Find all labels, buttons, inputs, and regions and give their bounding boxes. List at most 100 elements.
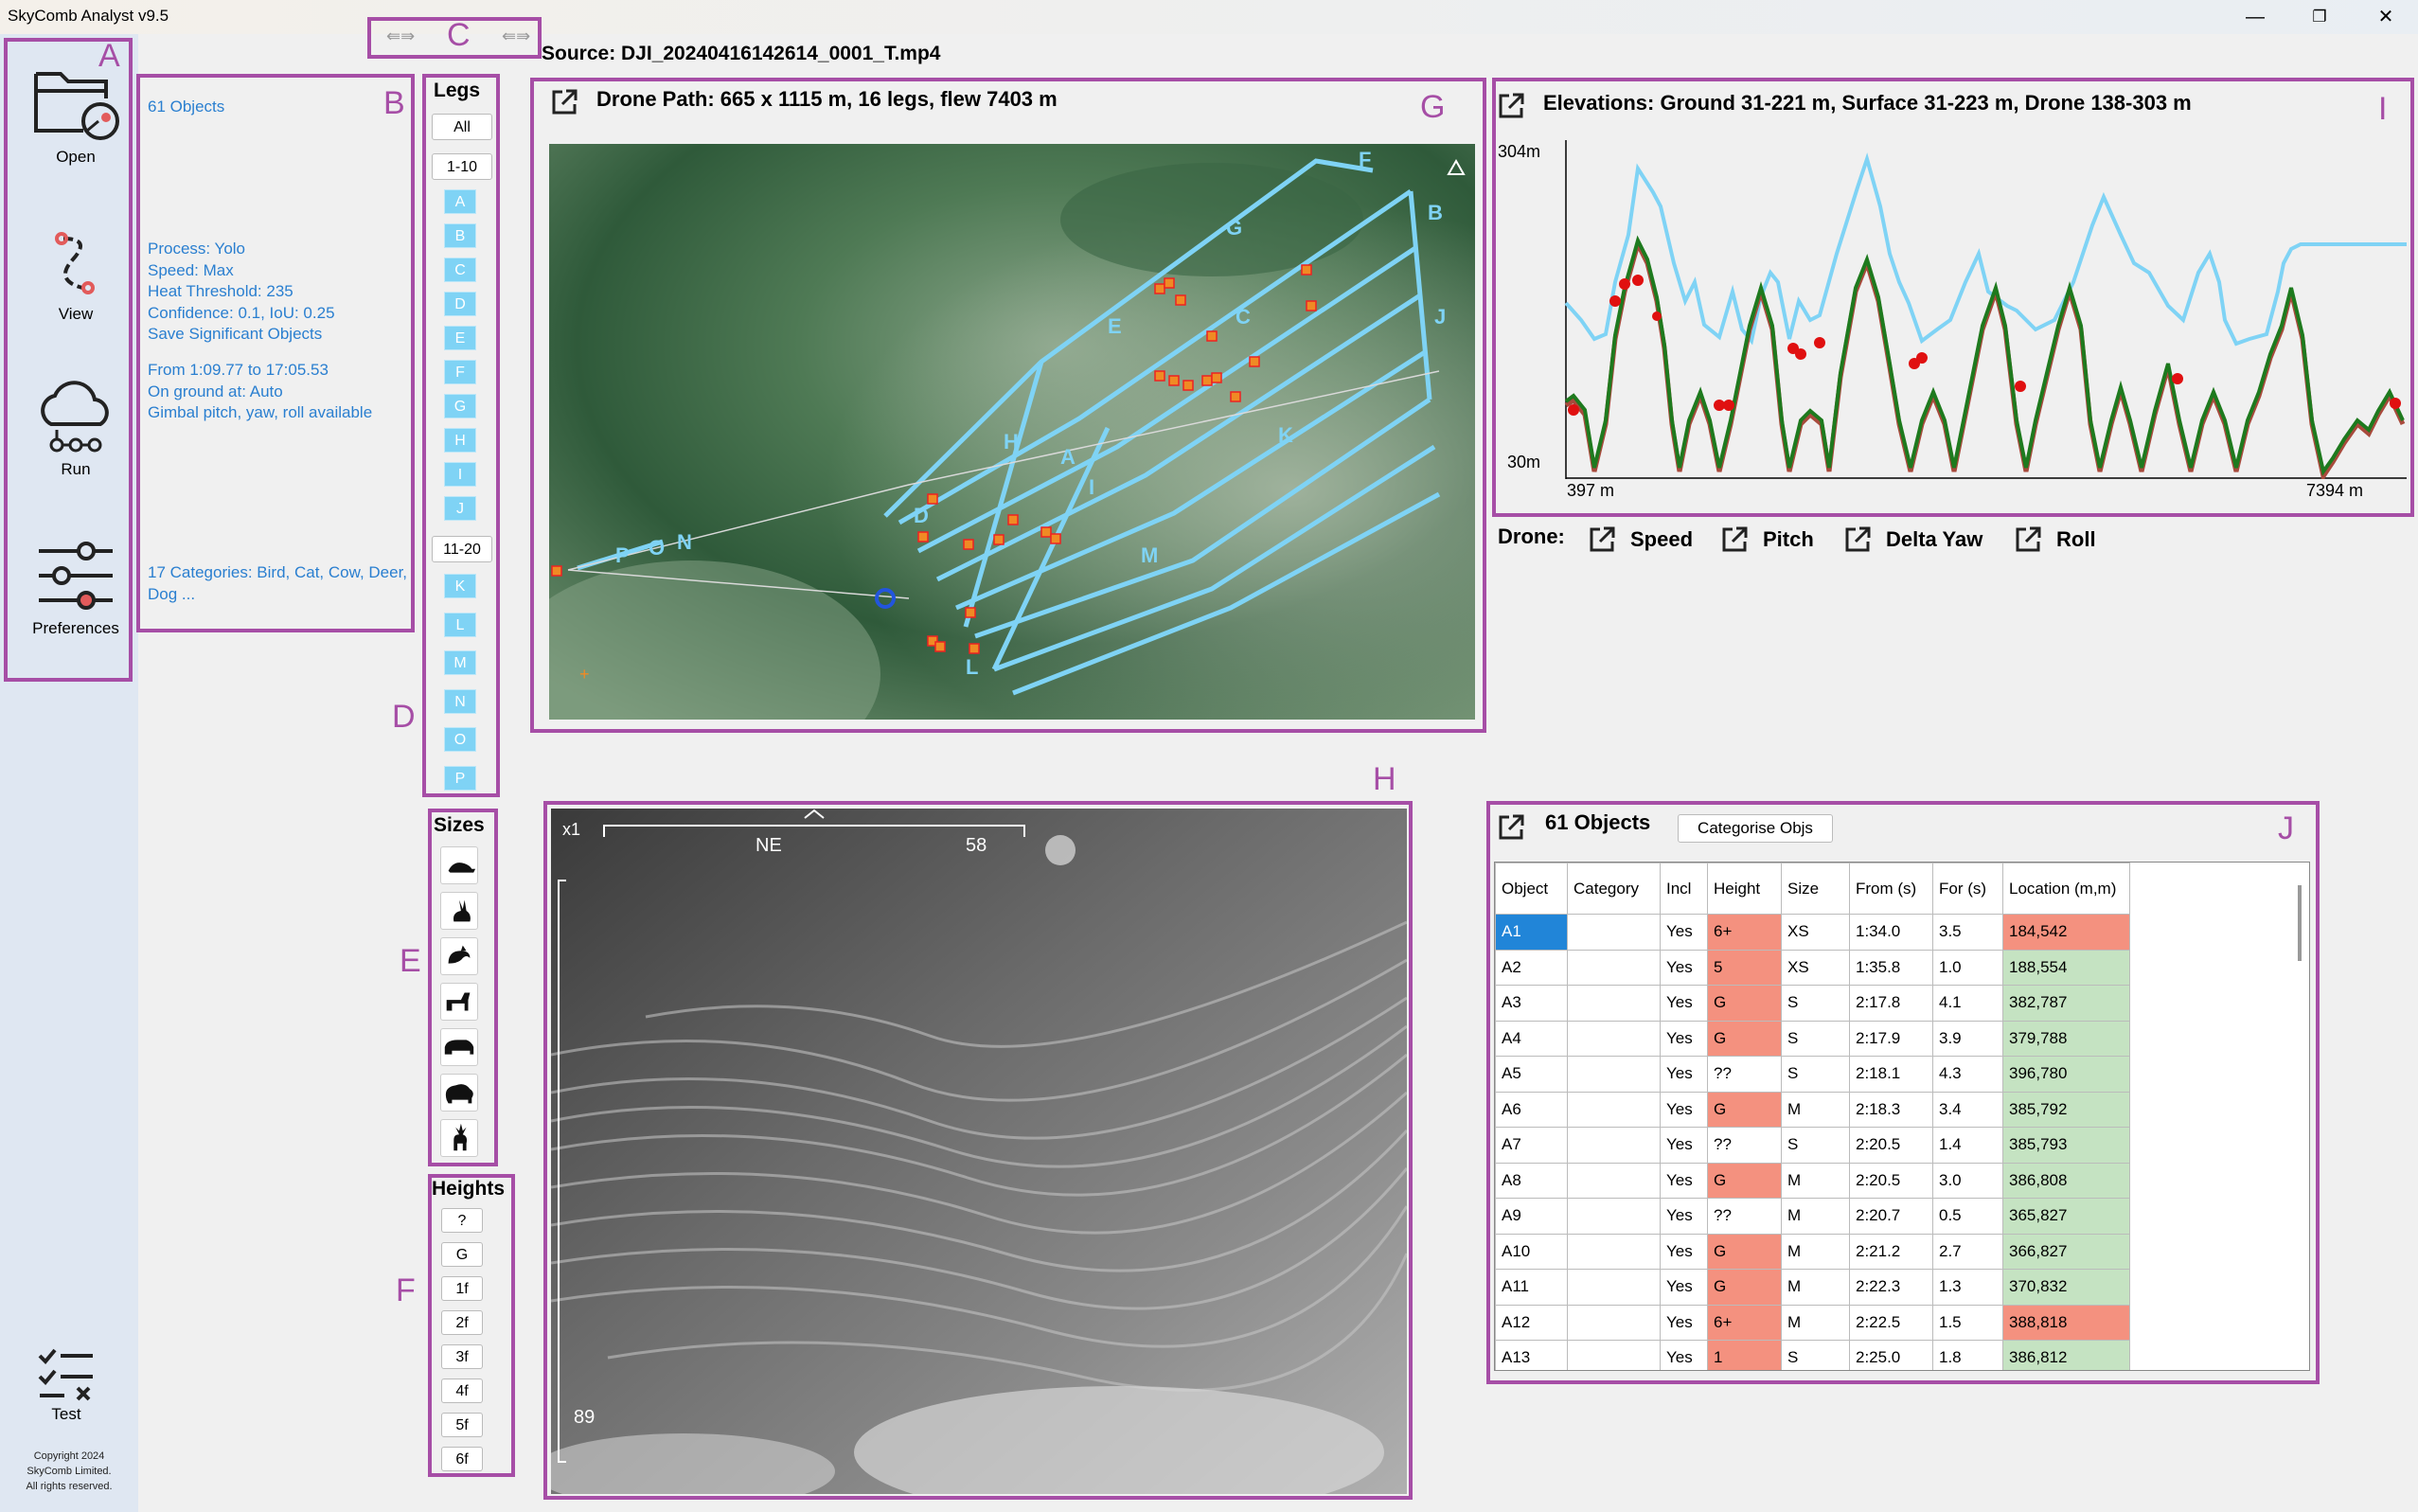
leg-label: N (677, 530, 692, 554)
leg-button-c[interactable]: C (444, 258, 476, 282)
drone-path-map[interactable]: F G B E C A H I K D M P O N J L + (549, 144, 1475, 720)
leg-button-h[interactable]: H (444, 428, 476, 453)
annotation-box-f (428, 1174, 515, 1477)
column-header[interactable]: From (s) (1849, 863, 1933, 915)
drone-chart-pitch-button[interactable]: Pitch (1719, 525, 1814, 555)
external-link-icon (1722, 526, 1748, 552)
test-button[interactable]: Test (0, 1344, 133, 1424)
table-row[interactable]: A9 Yes?? M 2:20.7 0.5 365,827 (1495, 1198, 2130, 1235)
external-link-icon[interactable] (549, 87, 579, 117)
external-link-icon[interactable] (1496, 812, 1526, 843)
table-cell: Yes (1660, 1340, 1708, 1370)
legs-all-button[interactable]: All (432, 114, 492, 140)
splitter-handle-left[interactable]: ⇚⇛ (386, 27, 416, 45)
leg-button-i[interactable]: I (444, 462, 476, 487)
elevation-y-bottom: 30m (1507, 453, 1541, 471)
minimize-button[interactable]: — (2246, 7, 2265, 27)
elevation-chart[interactable] (1562, 140, 2407, 479)
size-button-sheep[interactable] (440, 1074, 478, 1112)
table-cell: 4.1 (1932, 985, 2003, 1022)
column-header[interactable]: Size (1781, 863, 1850, 915)
height-button-6f[interactable]: 6f (441, 1447, 483, 1471)
table-row[interactable]: A7 Yes?? S 2:20.5 1.4 385,793 (1495, 1127, 2130, 1164)
objects-table: Object Category Incl Height Size From (s) For … (1495, 863, 2130, 1370)
table-cell: 1.0 (1932, 949, 2003, 986)
table-row[interactable]: A1 Yes 6+ XS 1:34.0 3.5 184,542 (1495, 914, 2130, 951)
tag-j: J (2278, 810, 2294, 846)
table-row[interactable]: A10 Yes G M 2:21.2 2.7 366,827 (1495, 1233, 2130, 1270)
leg-button-m[interactable]: M (444, 650, 476, 675)
size-button-deer[interactable] (440, 1119, 478, 1157)
table-scrollbar[interactable] (2298, 885, 2302, 961)
height-button-unknown[interactable]: ? (441, 1208, 483, 1233)
column-header[interactable]: Object (1495, 863, 1568, 915)
drone-chart-delta-yaw-button[interactable]: Delta Yaw (1842, 525, 1982, 555)
height-button-4f[interactable]: 4f (441, 1379, 483, 1403)
table-row[interactable]: A11 Yes G M 2:22.3 1.3 370,832 (1495, 1269, 2130, 1306)
height-button-2f[interactable]: 2f (441, 1310, 483, 1335)
column-header[interactable]: Incl (1660, 863, 1708, 915)
table-row[interactable]: A6 Yes G M 2:18.3 3.4 385,792 (1495, 1091, 2130, 1128)
height-button-3f[interactable]: 3f (441, 1344, 483, 1369)
legs-11-20-button[interactable]: 11-20 (432, 536, 492, 562)
categorise-objs-button[interactable]: Categorise Objs (1678, 814, 1833, 843)
elevations-title: Elevations: Ground 31-221 m, Surface 31-… (1543, 91, 2192, 115)
run-button[interactable]: Run (9, 381, 142, 479)
size-button-rabbit[interactable] (440, 892, 478, 930)
column-header[interactable]: Category (1567, 863, 1661, 915)
table-row[interactable]: A12 Yes 6+ M 2:22.5 1.5 388,818 (1495, 1304, 2130, 1341)
table-row[interactable]: A8 Yes G M 2:20.5 3.0 386,808 (1495, 1162, 2130, 1199)
column-header[interactable]: Location (m,m) (2002, 863, 2130, 915)
table-cell: 2:20.7 (1849, 1198, 1933, 1235)
drone-chart-roll-button[interactable]: Roll (2013, 525, 2096, 555)
leg-button-f[interactable]: F (444, 360, 476, 384)
splitter-handle-right[interactable]: ⇚⇛ (502, 27, 531, 45)
external-link-icon[interactable] (1496, 91, 1526, 121)
leg-button-g[interactable]: G (444, 394, 476, 418)
table-row[interactable]: A2 Yes 5 XS 1:35.8 1.0 188,554 (1495, 949, 2130, 986)
tag-f: F (396, 1272, 416, 1308)
table-row[interactable]: A3 Yes G S 2:17.8 4.1 382,787 (1495, 985, 2130, 1022)
column-header[interactable]: Height (1707, 863, 1782, 915)
cloud-run-icon (41, 381, 109, 453)
height-button-5f[interactable]: 5f (441, 1413, 483, 1437)
drone-chart-speed-button[interactable]: Speed (1587, 525, 1693, 555)
leg-label: A (1060, 445, 1076, 469)
table-cell: S (1781, 1340, 1850, 1370)
open-button[interactable]: Open (9, 62, 142, 167)
view-button[interactable]: View (9, 225, 142, 324)
video-frame[interactable]: x1 NE 58 89 (551, 809, 1407, 1494)
leg-button-p[interactable]: P (444, 765, 476, 791)
table-cell: 366,827 (2002, 1233, 2130, 1270)
leg-button-o[interactable]: O (444, 727, 476, 752)
table-row[interactable]: A13 Yes 1 S 2:25.0 1.8 386,812 (1495, 1340, 2130, 1370)
size-button-cat[interactable] (440, 937, 478, 975)
leg-button-k[interactable]: K (444, 574, 476, 598)
table-cell: M (1781, 1162, 1850, 1199)
table-cell: 0.5 (1932, 1198, 2003, 1235)
legs-1-10-button[interactable]: 1-10 (432, 153, 492, 180)
leg-button-e[interactable]: E (444, 326, 476, 350)
table-row[interactable]: A5 Yes?? S 2:18.1 4.3 396,780 (1495, 1056, 2130, 1093)
preferences-button[interactable]: Preferences (9, 538, 142, 638)
column-header[interactable]: For (s) (1932, 863, 2003, 915)
size-button-dog[interactable] (440, 983, 478, 1021)
leg-button-l[interactable]: L (444, 612, 476, 637)
leg-button-b[interactable]: B (444, 223, 476, 248)
leg-button-j[interactable]: J (444, 496, 476, 521)
objects-count[interactable]: 61 Objects (148, 98, 225, 116)
tag-d: D (392, 699, 416, 735)
height-button-g[interactable]: G (441, 1242, 483, 1267)
height-button-1f[interactable]: 1f (441, 1276, 483, 1301)
close-button[interactable]: ✕ (2377, 7, 2394, 27)
size-button-mouse[interactable] (440, 846, 478, 884)
table-cell: 1:35.8 (1849, 949, 1933, 986)
leg-button-d[interactable]: D (444, 292, 476, 316)
leg-button-n[interactable]: N (444, 688, 476, 714)
table-row[interactable]: A4 Yes G S 2:17.9 3.9 379,788 (1495, 1020, 2130, 1057)
table-cell: 386,808 (2002, 1162, 2130, 1199)
leg-label: I (1089, 475, 1094, 499)
leg-button-a[interactable]: A (444, 189, 476, 214)
size-button-pig[interactable] (440, 1028, 478, 1066)
restore-button[interactable]: ❐ (2312, 8, 2327, 26)
